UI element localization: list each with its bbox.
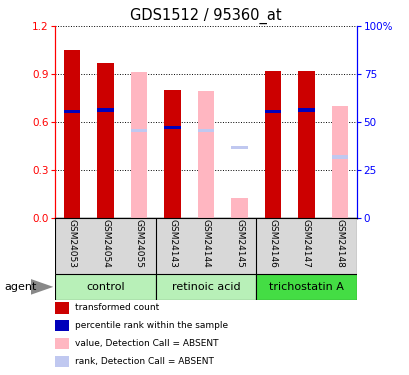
Bar bbox=[97, 108, 114, 112]
Text: control: control bbox=[86, 282, 125, 292]
Title: GDS1512 / 95360_at: GDS1512 / 95360_at bbox=[130, 7, 281, 24]
Bar bbox=[63, 50, 80, 217]
Bar bbox=[130, 72, 147, 217]
Polygon shape bbox=[31, 279, 53, 295]
Bar bbox=[264, 71, 281, 217]
Text: GSM24143: GSM24143 bbox=[168, 219, 177, 268]
Text: GSM24144: GSM24144 bbox=[201, 219, 210, 268]
Bar bbox=[164, 126, 180, 129]
Bar bbox=[197, 129, 214, 132]
Bar bbox=[331, 155, 348, 159]
Text: GSM24148: GSM24148 bbox=[335, 219, 344, 268]
Bar bbox=[63, 110, 80, 113]
Bar bbox=[97, 63, 114, 217]
Bar bbox=[164, 90, 180, 218]
Bar bbox=[197, 91, 214, 218]
Text: GSM24054: GSM24054 bbox=[101, 219, 110, 268]
Text: GSM24146: GSM24146 bbox=[268, 219, 277, 268]
Bar bbox=[231, 198, 247, 217]
Bar bbox=[231, 146, 247, 149]
Bar bbox=[297, 71, 314, 217]
Text: rank, Detection Call = ABSENT: rank, Detection Call = ABSENT bbox=[75, 357, 213, 366]
Text: GSM24147: GSM24147 bbox=[301, 219, 310, 268]
Text: trichostatin A: trichostatin A bbox=[268, 282, 343, 292]
Bar bbox=[155, 274, 256, 300]
Bar bbox=[264, 110, 281, 113]
Text: transformed count: transformed count bbox=[75, 303, 159, 312]
Text: value, Detection Call = ABSENT: value, Detection Call = ABSENT bbox=[75, 339, 218, 348]
Bar bbox=[55, 320, 69, 332]
Bar bbox=[55, 356, 69, 367]
Bar bbox=[297, 108, 314, 112]
Bar bbox=[331, 106, 348, 218]
Bar bbox=[55, 274, 155, 300]
Bar bbox=[55, 302, 69, 313]
Bar bbox=[130, 129, 147, 132]
Bar bbox=[55, 338, 69, 349]
Text: GSM24055: GSM24055 bbox=[134, 219, 143, 268]
Text: retinoic acid: retinoic acid bbox=[171, 282, 240, 292]
Text: percentile rank within the sample: percentile rank within the sample bbox=[75, 321, 227, 330]
Text: agent: agent bbox=[4, 282, 36, 292]
Bar bbox=[256, 274, 356, 300]
Text: GSM24145: GSM24145 bbox=[234, 219, 243, 268]
Text: GSM24053: GSM24053 bbox=[67, 219, 76, 268]
